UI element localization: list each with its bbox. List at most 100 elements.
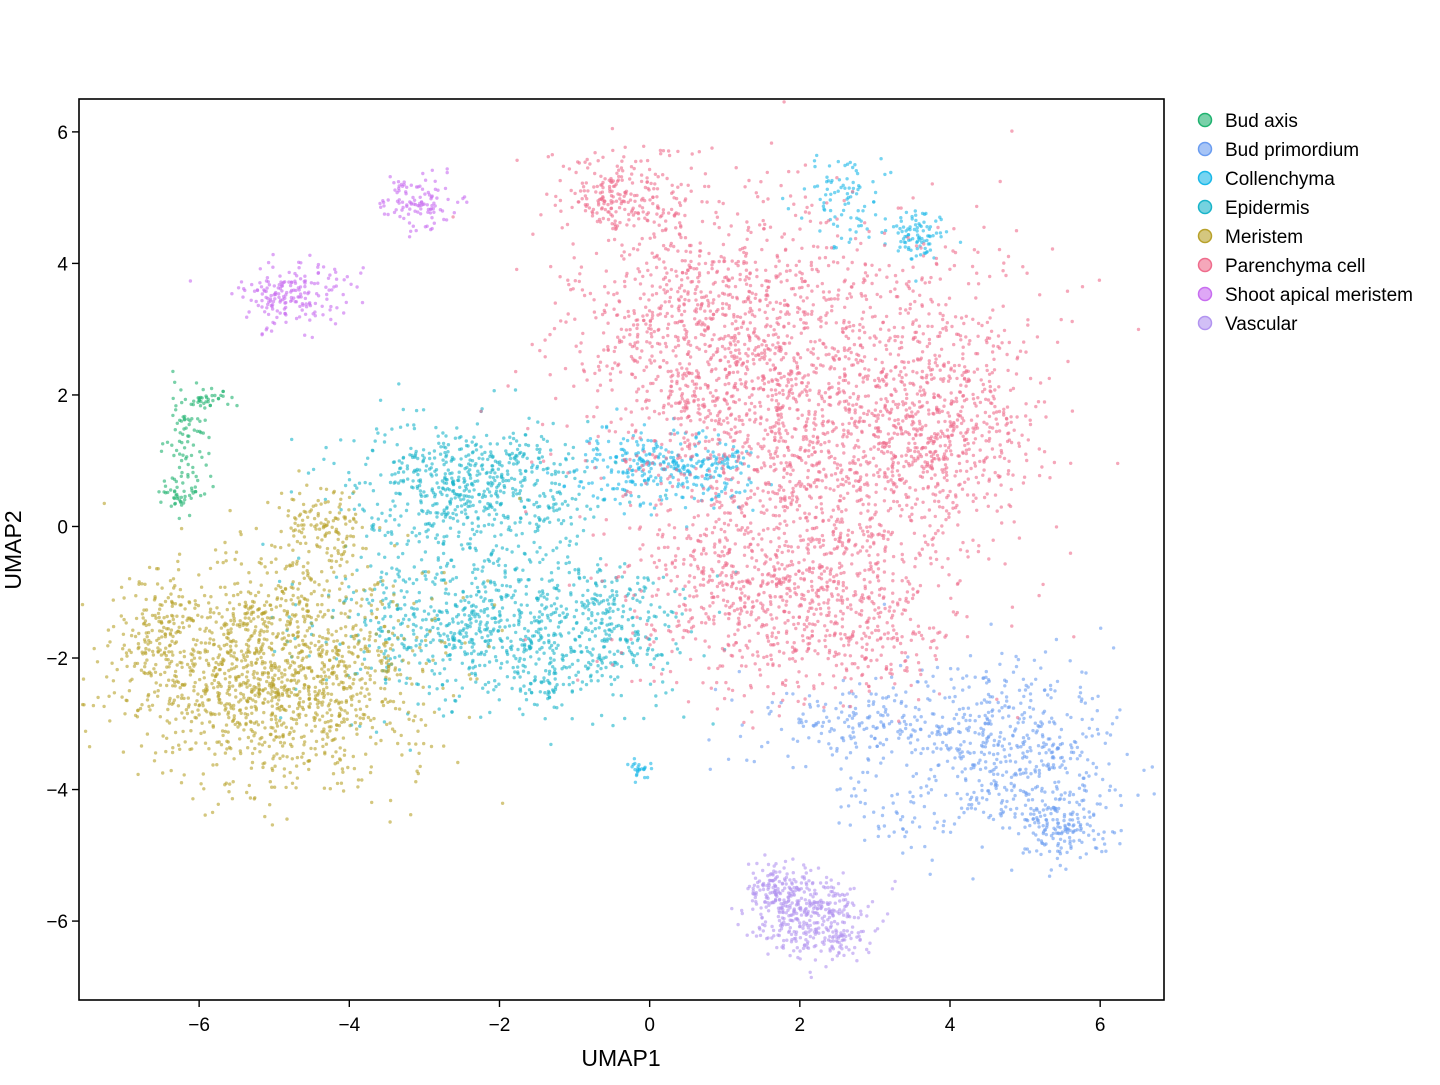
data-point [648,502,653,506]
data-point [476,469,480,473]
data-point [301,527,305,531]
data-point [275,706,279,711]
data-point [503,571,507,575]
data-point [430,462,434,466]
data-point [419,639,424,643]
data-point [161,442,165,446]
data-point [285,639,289,643]
data-point [674,642,678,646]
data-point [224,592,228,597]
data-point [273,686,277,690]
data-point [819,731,824,736]
data-point [488,710,492,715]
data-point [797,720,801,725]
data-point [609,682,614,687]
data-point [934,231,939,235]
data-point [400,461,404,465]
data-point [189,496,193,500]
data-point [835,746,839,751]
data-point [813,164,817,169]
data-point [183,494,187,499]
data-point [781,196,785,201]
data-point [339,557,344,561]
data-point [1000,691,1004,695]
data-point [1103,741,1108,745]
data-point [556,518,561,522]
data-point [125,654,129,658]
data-point [261,701,265,705]
data-point [616,675,620,679]
data-point [707,738,711,742]
data-point [549,604,554,608]
data-point [225,702,229,706]
data-point [456,613,461,617]
data-point [1067,793,1072,797]
data-point [279,671,284,675]
data-point [369,765,373,769]
data-point [246,590,251,594]
data-point [278,708,282,712]
data-point [620,453,625,458]
data-point [675,647,680,651]
data-point [331,772,336,776]
data-point [848,751,853,755]
data-point [258,737,262,741]
data-point [659,479,663,483]
data-point [1028,715,1033,719]
data-point [519,472,523,476]
data-point [301,700,306,704]
data-point [187,624,191,628]
data-point [331,608,335,613]
data-point [397,668,402,672]
data-point [1056,825,1060,829]
data-point [556,566,561,570]
data-point [519,603,523,607]
data-point [591,448,596,452]
data-point [550,472,554,477]
data-point [555,596,559,600]
data-point [500,645,505,649]
data-point [538,545,542,550]
data-point [596,679,600,683]
data-point [717,492,721,497]
data-point [369,618,373,623]
data-point [451,489,455,493]
data-point [262,611,267,615]
data-point [1096,694,1100,698]
data-point [1035,849,1039,853]
data-point [523,433,527,437]
data-point [401,551,405,556]
data-point [199,493,203,498]
data-point [710,463,714,467]
data-point [845,177,849,181]
data-point [294,721,299,726]
data-point [328,658,332,663]
data-point [1002,737,1006,741]
data-point [357,481,362,485]
data-point [194,474,198,479]
data-point [463,479,467,483]
data-point [646,610,651,614]
data-point [917,825,922,829]
data-point [333,516,337,520]
data-point [261,542,265,546]
data-point [838,701,843,705]
data-point [462,497,466,501]
data-point [1007,753,1012,757]
data-point [263,565,267,569]
data-point [1058,765,1062,769]
data-point [485,470,489,475]
data-point [304,510,308,514]
data-point [472,532,477,537]
data-point [367,644,372,648]
data-point [267,620,271,625]
data-point [399,514,403,518]
data-point [454,678,458,682]
data-point [180,400,184,405]
data-point [338,563,342,568]
data-point [374,742,378,746]
data-point [591,722,595,726]
data-point [339,781,344,785]
data-point [848,237,853,241]
